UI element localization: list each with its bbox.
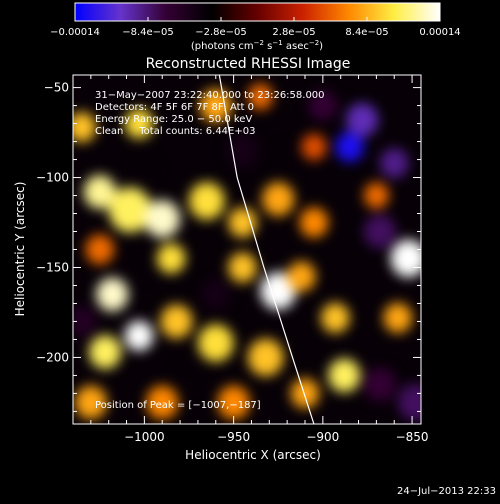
intensity-blob xyxy=(89,335,122,369)
y-axis-label: Heliocentric Y (arcsec) xyxy=(13,182,27,317)
timestamp: 24−Jul−2013 22:33 xyxy=(397,486,496,497)
intensity-blob xyxy=(74,385,107,420)
intensity-blob xyxy=(124,320,154,351)
axis-ticks: −1000 −950 −900 −850 −50 −100 −150 −200 xyxy=(36,75,429,444)
intensity-blob xyxy=(321,302,350,333)
colorbar-ticks: −0.00014 −8.4e−05 −2.8e−05 2.8e−05 8.4e−05 0.… xyxy=(50,17,461,38)
intensity-blob xyxy=(363,367,397,402)
solar-limb-curve xyxy=(218,75,315,424)
x-axis-label: Heliocentric X (arcsec) xyxy=(185,448,321,462)
heatmap-area xyxy=(73,75,421,424)
intensity-blob xyxy=(189,182,225,220)
intensity-blob xyxy=(201,279,231,310)
peak-position-label: Position of Peak = [−1007,−187] xyxy=(95,400,261,411)
colorbar-tick-label: −8.4e−05 xyxy=(122,27,174,38)
intensity-blob xyxy=(301,133,327,161)
observation-info: 31−May−2007 23:22:40.000 to 23:26:58.000… xyxy=(95,90,325,137)
colorbar-unit-label: (photons cm−2 s−1 asec−2) xyxy=(191,39,323,52)
info-line-detectors: Detectors: 4F 5F 6F 7F 8F, Att 0 xyxy=(95,102,254,113)
info-line-energy: Energy Range: 25.0 − 50.0 keV xyxy=(95,114,252,125)
x-tick-label: −850 xyxy=(396,430,429,444)
info-line-time: 31−May−2007 23:22:40.000 to 23:26:58.000 xyxy=(95,90,325,101)
intensity-blob xyxy=(73,112,97,143)
intensity-blob xyxy=(131,155,157,182)
intensity-blob xyxy=(160,304,193,339)
intensity-blob xyxy=(73,306,97,337)
x-tick-label: −950 xyxy=(217,430,250,444)
intensity-blob xyxy=(108,187,152,233)
intensity-blob xyxy=(262,182,295,216)
x-tick-label: −900 xyxy=(306,430,339,444)
colorbar-tick-label: 2.8e−05 xyxy=(272,27,315,38)
intensity-blob xyxy=(217,385,250,420)
y-tick-label: −200 xyxy=(36,350,69,364)
colorbar-tick-label: −0.00014 xyxy=(50,27,100,38)
intensity-blob xyxy=(335,131,364,162)
intensity-blob xyxy=(124,256,147,279)
intensity-blob xyxy=(346,103,379,137)
intensity-blob xyxy=(328,358,361,393)
intensity-blob xyxy=(274,146,300,173)
intensity-blob xyxy=(308,90,338,121)
intensity-blob xyxy=(247,83,273,110)
intensity-blob xyxy=(247,338,284,377)
chart-title: Reconstructed RHESSI Image xyxy=(146,56,351,72)
intensity-blob xyxy=(146,385,179,420)
intensity-blob xyxy=(124,108,154,139)
intensity-blob xyxy=(176,362,202,389)
x-tick-label: −1000 xyxy=(124,430,165,444)
intensity-blob xyxy=(260,272,297,310)
intensity-blob xyxy=(83,175,116,209)
colorbar xyxy=(74,2,441,22)
intensity-blob xyxy=(397,383,421,422)
intensity-blob xyxy=(85,234,115,265)
y-tick-label: −50 xyxy=(44,81,69,95)
intensity-blob xyxy=(156,243,186,274)
intensity-blob xyxy=(197,324,234,362)
intensity-blob xyxy=(383,302,413,333)
info-line-counts: Clean Total counts: 6.44E+03 xyxy=(95,126,255,137)
intensity-blob xyxy=(228,252,257,283)
intensity-blob xyxy=(379,148,409,179)
colorbar-tick-label: 0.00014 xyxy=(419,27,460,38)
colorbar-tick-label: 8.4e−05 xyxy=(345,27,388,38)
intensity-blob xyxy=(226,133,259,168)
intensity-blob xyxy=(144,200,181,238)
intensity-blob xyxy=(96,277,129,312)
y-tick-label: −150 xyxy=(36,260,69,274)
colorbar-tick-label: −2.8e−05 xyxy=(195,27,247,38)
intensity-blob xyxy=(363,182,389,209)
y-tick-label: −100 xyxy=(36,171,69,185)
intensity-blob xyxy=(228,207,257,238)
intensity-blob xyxy=(287,261,316,292)
intensity-blob xyxy=(363,214,397,249)
intensity-blob xyxy=(299,207,329,238)
intensity-blob xyxy=(290,378,320,409)
